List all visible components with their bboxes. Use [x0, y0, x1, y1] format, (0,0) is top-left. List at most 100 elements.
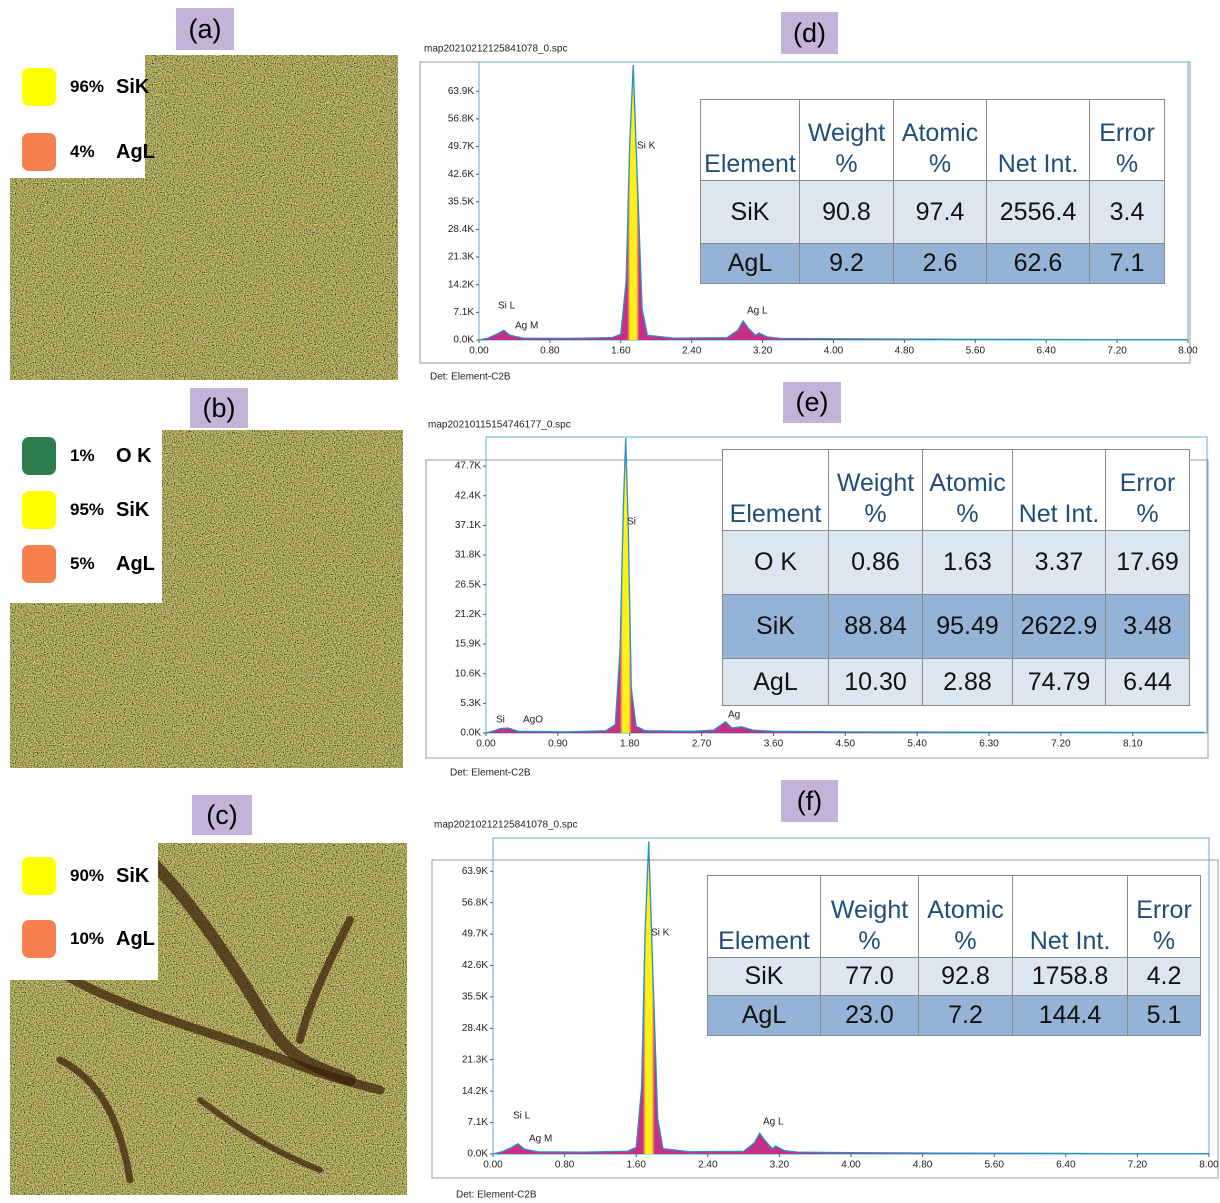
table-cell: 7.2: [918, 995, 1013, 1036]
peak-label: Si K: [637, 141, 656, 152]
panel-label: (c): [192, 795, 252, 835]
chart-title: map20210212125841078_0.spc: [434, 820, 577, 831]
x-tick-label: 0.00: [469, 346, 489, 357]
x-tick-label: 5.60: [966, 346, 986, 357]
table-header: Element: [707, 875, 821, 958]
legend-swatch: [22, 857, 56, 895]
y-tick-label: 7.1K: [453, 307, 474, 318]
table-cell: 4.2: [1127, 957, 1201, 996]
table-cell: 17.69: [1105, 530, 1190, 595]
panel-label: (b): [190, 388, 248, 428]
table-header: Atomic %: [918, 875, 1013, 958]
table-header: Error %: [1105, 449, 1190, 531]
legend-element: AgL: [116, 928, 155, 951]
legend-element: SiK: [116, 76, 149, 99]
legend-element: SiK: [116, 865, 149, 888]
x-tick-label: 4.80: [895, 346, 915, 357]
peak-label: Ag M: [529, 1134, 552, 1145]
x-tick-label: 8.00: [1199, 1160, 1219, 1171]
table-cell: 7.1: [1089, 243, 1165, 284]
table-cell: 62.6: [986, 243, 1090, 284]
y-tick-label: 37.1K: [455, 520, 481, 531]
x-tick-label: 0.90: [548, 739, 568, 750]
legend-percent: 4%: [70, 142, 110, 162]
y-tick-label: 0.0K: [460, 728, 481, 739]
legend-entry: 5% AgL: [22, 545, 155, 583]
table-cell: 3.4: [1089, 180, 1165, 244]
x-tick-label: 3.60: [764, 739, 784, 750]
legend-percent: 90%: [70, 866, 110, 886]
legend-element: AgL: [116, 553, 155, 576]
table-cell: 2.6: [893, 243, 987, 284]
x-tick-label: 4.00: [841, 1160, 861, 1171]
table-cell: 88.84: [828, 594, 923, 659]
table-header: Error %: [1089, 99, 1165, 181]
y-tick-label: 28.4K: [448, 224, 474, 235]
legend-entry: 10%AgL: [22, 920, 155, 958]
y-tick-label: 26.5K: [455, 579, 481, 590]
y-tick-label: 49.7K: [448, 141, 474, 152]
table-header: Weight %: [799, 99, 894, 181]
table-header: Net Int.: [1012, 875, 1128, 958]
peak-label: Si L: [513, 1111, 531, 1122]
legend-swatch: [22, 133, 56, 171]
table-cell: 10.30: [828, 658, 923, 706]
table-cell: 95.49: [922, 594, 1013, 659]
y-tick-label: 14.2K: [448, 279, 474, 290]
table-cell: 9.2: [799, 243, 894, 284]
table-cell: AgL: [707, 995, 821, 1036]
y-tick-label: 42.4K: [455, 490, 481, 501]
legend-element: O K: [116, 445, 152, 468]
y-tick-label: 35.5K: [462, 992, 488, 1003]
table-cell: 0.86: [828, 530, 923, 595]
x-tick-label: 4.00: [824, 346, 844, 357]
legend-percent: 95%: [70, 500, 110, 520]
legend-percent: 5%: [70, 554, 110, 574]
x-tick-label: 4.80: [913, 1160, 933, 1171]
table-header: Weight %: [820, 875, 919, 958]
legend: 1%O K95%SiK5%AgL: [10, 430, 162, 603]
y-tick-label: 35.5K: [448, 196, 474, 207]
y-tick-label: 47.7K: [455, 461, 481, 472]
chart-title: map20210115154746177_0.spc: [428, 420, 571, 431]
chart-footer: Det: Element-C2B: [456, 1190, 537, 1201]
y-tick-label: 14.2K: [462, 1086, 488, 1097]
panel-label: (d): [781, 12, 838, 54]
table-cell: SiK: [700, 180, 800, 244]
table-header: Atomic %: [893, 99, 987, 181]
x-tick-label: 5.60: [984, 1160, 1004, 1171]
legend-entry: 1%O K: [22, 437, 152, 475]
x-tick-label: 3.20: [753, 346, 773, 357]
table-cell: 5.1: [1127, 995, 1201, 1036]
x-tick-label: 6.40: [1036, 346, 1056, 357]
table-cell: 77.0: [820, 957, 919, 996]
table-cell: AgL: [722, 658, 829, 706]
table-cell: 2556.4: [986, 180, 1090, 244]
y-tick-label: 31.8K: [455, 550, 481, 561]
y-tick-label: 42.6K: [462, 960, 488, 971]
table-cell: 2622.9: [1012, 594, 1106, 659]
x-tick-label: 8.10: [1123, 739, 1143, 750]
legend-swatch: [22, 491, 56, 529]
x-tick-label: 0.00: [476, 739, 496, 750]
peak-label: Ag: [728, 710, 740, 721]
y-tick-label: 28.4K: [462, 1023, 488, 1034]
table-header: Error %: [1127, 875, 1201, 958]
y-tick-label: 10.6K: [455, 668, 481, 679]
table-cell: 144.4: [1012, 995, 1128, 1036]
table-cell: SiK: [707, 957, 821, 996]
x-tick-label: 0.80: [555, 1160, 575, 1171]
table-cell: SiK: [722, 594, 829, 659]
y-tick-label: 5.3K: [460, 698, 481, 709]
table-cell: 3.48: [1105, 594, 1190, 659]
x-tick-label: 5.40: [907, 739, 927, 750]
y-tick-label: 56.8K: [448, 113, 474, 124]
table-cell: 74.79: [1012, 658, 1106, 706]
chart-title: map20210212125841078_0.spc: [424, 44, 567, 55]
legend-percent: 96%: [70, 77, 110, 97]
table-cell: 1.63: [922, 530, 1013, 595]
table-header: Net Int.: [1012, 449, 1106, 531]
figure: map20210212125841078_0.spc Det: Element-C…: [0, 0, 1220, 1203]
x-tick-label: 1.60: [611, 346, 631, 357]
legend: 96%SiK4%AgL: [10, 55, 145, 178]
